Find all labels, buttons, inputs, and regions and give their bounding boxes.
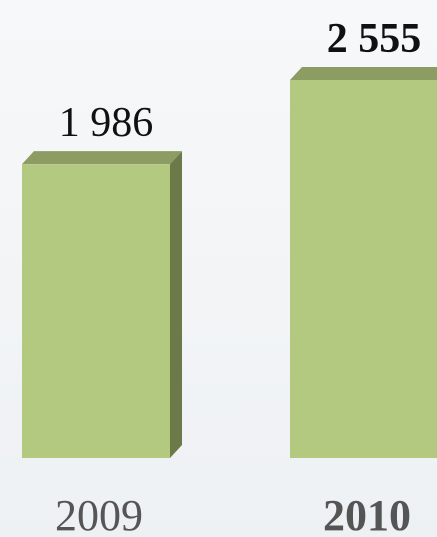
bar [290, 67, 437, 458]
bar [22, 151, 182, 458]
bar-top [22, 151, 182, 165]
bar-front [22, 164, 170, 458]
bar-top [290, 67, 437, 80]
value-label: 2 555 [327, 16, 422, 62]
bar-side [170, 151, 182, 458]
x-tick-label: 2009 [55, 491, 143, 537]
bar-front [290, 80, 437, 458]
x-tick-label: 2010 [323, 491, 411, 537]
value-label: 1 986 [59, 100, 154, 146]
